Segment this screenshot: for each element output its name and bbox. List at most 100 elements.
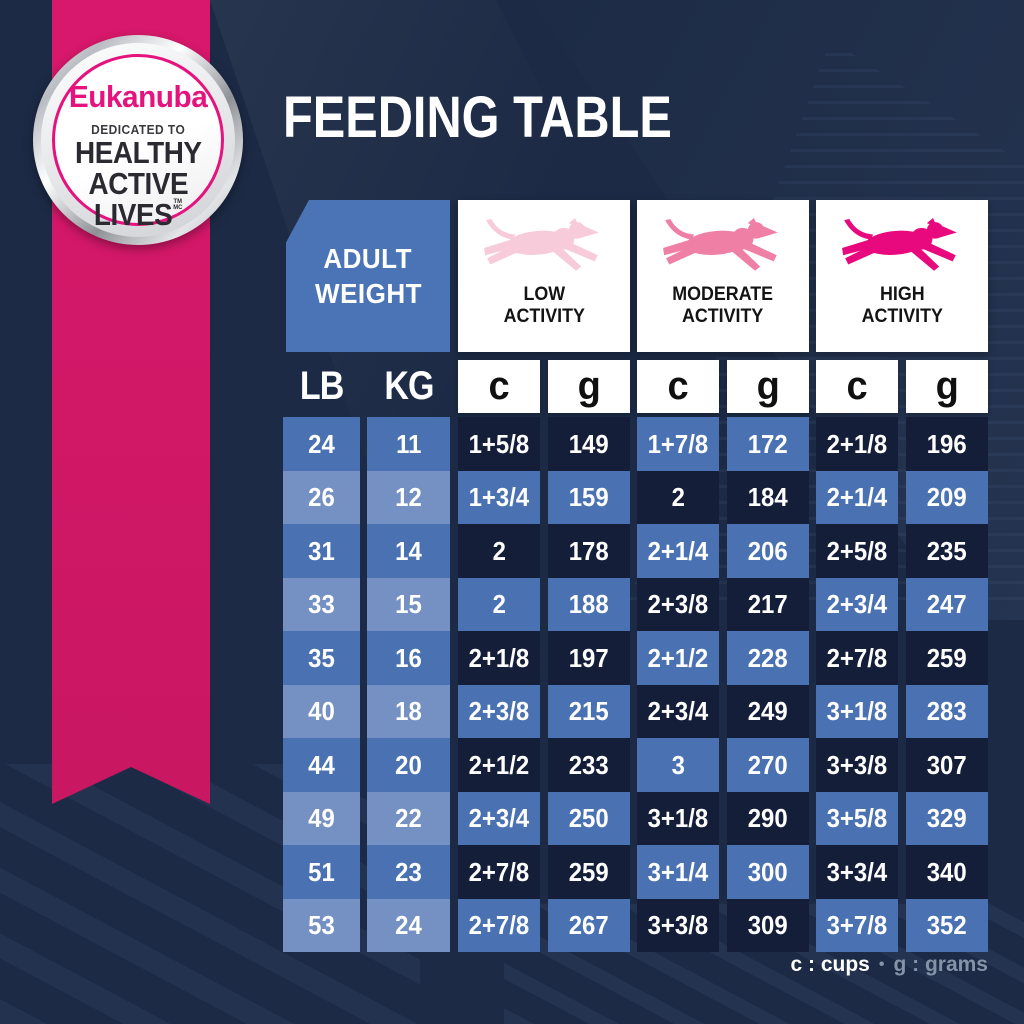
- table-cell-kg: 16: [367, 631, 450, 685]
- table-cell-c2: 2+1/2: [637, 631, 719, 685]
- table-cell-lb: 33: [283, 578, 360, 631]
- table-cell-c1: 2+3/4: [458, 792, 540, 845]
- unit-header-c1: c: [458, 360, 540, 413]
- table-cell-g2: 206: [727, 524, 809, 578]
- high-activity-header: HIGH ACTIVITY: [816, 200, 988, 352]
- legend-cups: c : cups: [790, 953, 870, 976]
- table-cell-c2: 2+3/8: [637, 578, 719, 631]
- unit-header-kg: KG: [383, 364, 434, 408]
- table-cell-lb: 51: [283, 845, 360, 899]
- table-cell-g1: 215: [548, 685, 630, 738]
- activity-label: HIGH ACTIVITY: [861, 284, 943, 327]
- table-cell-lb: 53: [283, 899, 360, 952]
- table-cell-g2: 300: [727, 845, 809, 899]
- table-cell-g3: 235: [906, 524, 988, 578]
- table-cell-kg: 12: [367, 471, 450, 524]
- table-cell-kg: 20: [367, 738, 450, 792]
- running-dog-icon: [840, 216, 964, 282]
- table-cell-c1: 2+1/8: [458, 631, 540, 685]
- table-cell-g3: 196: [906, 417, 988, 471]
- table-cell-g3: 247: [906, 578, 988, 631]
- table-cell-g3: 283: [906, 685, 988, 738]
- badge-word-lives: LIVES TM MC: [93, 197, 183, 232]
- table-cell-lb: 26: [283, 471, 360, 524]
- table-cell-lb: 40: [283, 685, 360, 738]
- badge-word-healthy: HEALTHY: [74, 135, 202, 170]
- running-dog-icon: [482, 216, 606, 282]
- table-cell-g2: 309: [727, 899, 809, 952]
- brand-logo: Eukanuba: [68, 79, 208, 114]
- table-cell-kg: 18: [367, 685, 450, 738]
- table-cell-c3: 2+3/4: [816, 578, 898, 631]
- badge-tagline: DEDICATED TO: [90, 122, 186, 137]
- badge-pink-ring: [52, 54, 224, 226]
- table-cell-c1: 2: [458, 578, 540, 631]
- brand-badge: Eukanuba DEDICATED TO HEALTHY ACTIVE LIV…: [33, 35, 243, 245]
- table-cell-g1: 178: [548, 524, 630, 578]
- table-cell-c2: 3: [637, 738, 719, 792]
- table-cell-c1: 1+5/8: [458, 417, 540, 471]
- table-cell-c1: 2+7/8: [458, 845, 540, 899]
- table-cell-g2: 249: [727, 685, 809, 738]
- table-cell-lb: 31: [283, 524, 360, 578]
- table-cell-g2: 270: [727, 738, 809, 792]
- unit-header-g3: g: [906, 360, 988, 413]
- table-cell-g1: 149: [548, 417, 630, 471]
- table-cell-c3: 3+3/8: [816, 738, 898, 792]
- table-cell-kg: 15: [367, 578, 450, 631]
- table-cell-g1: 267: [548, 899, 630, 952]
- activity-label: MODERATE ACTIVITY: [672, 284, 774, 327]
- moderate-activity-header: MODERATE ACTIVITY: [637, 200, 809, 352]
- table-cell-lb: 44: [283, 738, 360, 792]
- table-cell-kg: 11: [367, 417, 450, 471]
- table-cell-lb: 49: [283, 792, 360, 845]
- table-cell-g3: 209: [906, 471, 988, 524]
- table-cell-c2: 2+1/4: [637, 524, 719, 578]
- table-cell-g3: 259: [906, 631, 988, 685]
- table-cell-g1: 197: [548, 631, 630, 685]
- table-cell-g3: 329: [906, 792, 988, 845]
- low-activity-header: LOW ACTIVITY: [458, 200, 630, 352]
- table-cell-g2: 172: [727, 417, 809, 471]
- table-cell-lb: 35: [283, 631, 360, 685]
- table-cell-g2: 228: [727, 631, 809, 685]
- table-cell-c1: 2+1/2: [458, 738, 540, 792]
- table-cell-c3: 3+1/8: [816, 685, 898, 738]
- table-cell-lb: 24: [283, 417, 360, 471]
- table-cell-c3: 2+1/4: [816, 471, 898, 524]
- table-cell-c3: 2+5/8: [816, 524, 898, 578]
- table-cell-g1: 233: [548, 738, 630, 792]
- table-cell-c3: 3+7/8: [816, 899, 898, 952]
- table-cell-g2: 290: [727, 792, 809, 845]
- table-cell-g3: 352: [906, 899, 988, 952]
- table-cell-g3: 307: [906, 738, 988, 792]
- activity-label: LOW ACTIVITY: [503, 284, 585, 327]
- unit-header-g2: g: [727, 360, 809, 413]
- table-cell-c3: 3+3/4: [816, 845, 898, 899]
- table-cell-c2: 3+1/4: [637, 845, 719, 899]
- badge-word-active: ACTIVE: [88, 166, 188, 201]
- running-dog-icon: [661, 216, 785, 282]
- table-cell-g1: 259: [548, 845, 630, 899]
- table-cell-c1: 2+7/8: [458, 899, 540, 952]
- table-cell-c3: 2+7/8: [816, 631, 898, 685]
- table-cell-c1: 2+3/8: [458, 685, 540, 738]
- table-cell-g2: 217: [727, 578, 809, 631]
- table-cell-kg: 24: [367, 899, 450, 952]
- adult-weight-header: ADULT WEIGHT: [286, 200, 450, 352]
- table-cell-c2: 3+1/8: [637, 792, 719, 845]
- table-cell-c2: 2: [637, 471, 719, 524]
- unit-header-c3: c: [816, 360, 898, 413]
- unit-header-c2: c: [637, 360, 719, 413]
- table-cell-kg: 23: [367, 845, 450, 899]
- table-cell-c1: 1+3/4: [458, 471, 540, 524]
- table-cell-c2: 2+3/4: [637, 685, 719, 738]
- table-cell-c2: 3+3/8: [637, 899, 719, 952]
- page-title: FEEDING TABLE: [283, 85, 672, 150]
- table-cell-kg: 22: [367, 792, 450, 845]
- table-cell-g1: 188: [548, 578, 630, 631]
- table-cell-c2: 1+7/8: [637, 417, 719, 471]
- table-cell-c3: 3+5/8: [816, 792, 898, 845]
- units-legend: c : cups • g : grams: [791, 953, 989, 977]
